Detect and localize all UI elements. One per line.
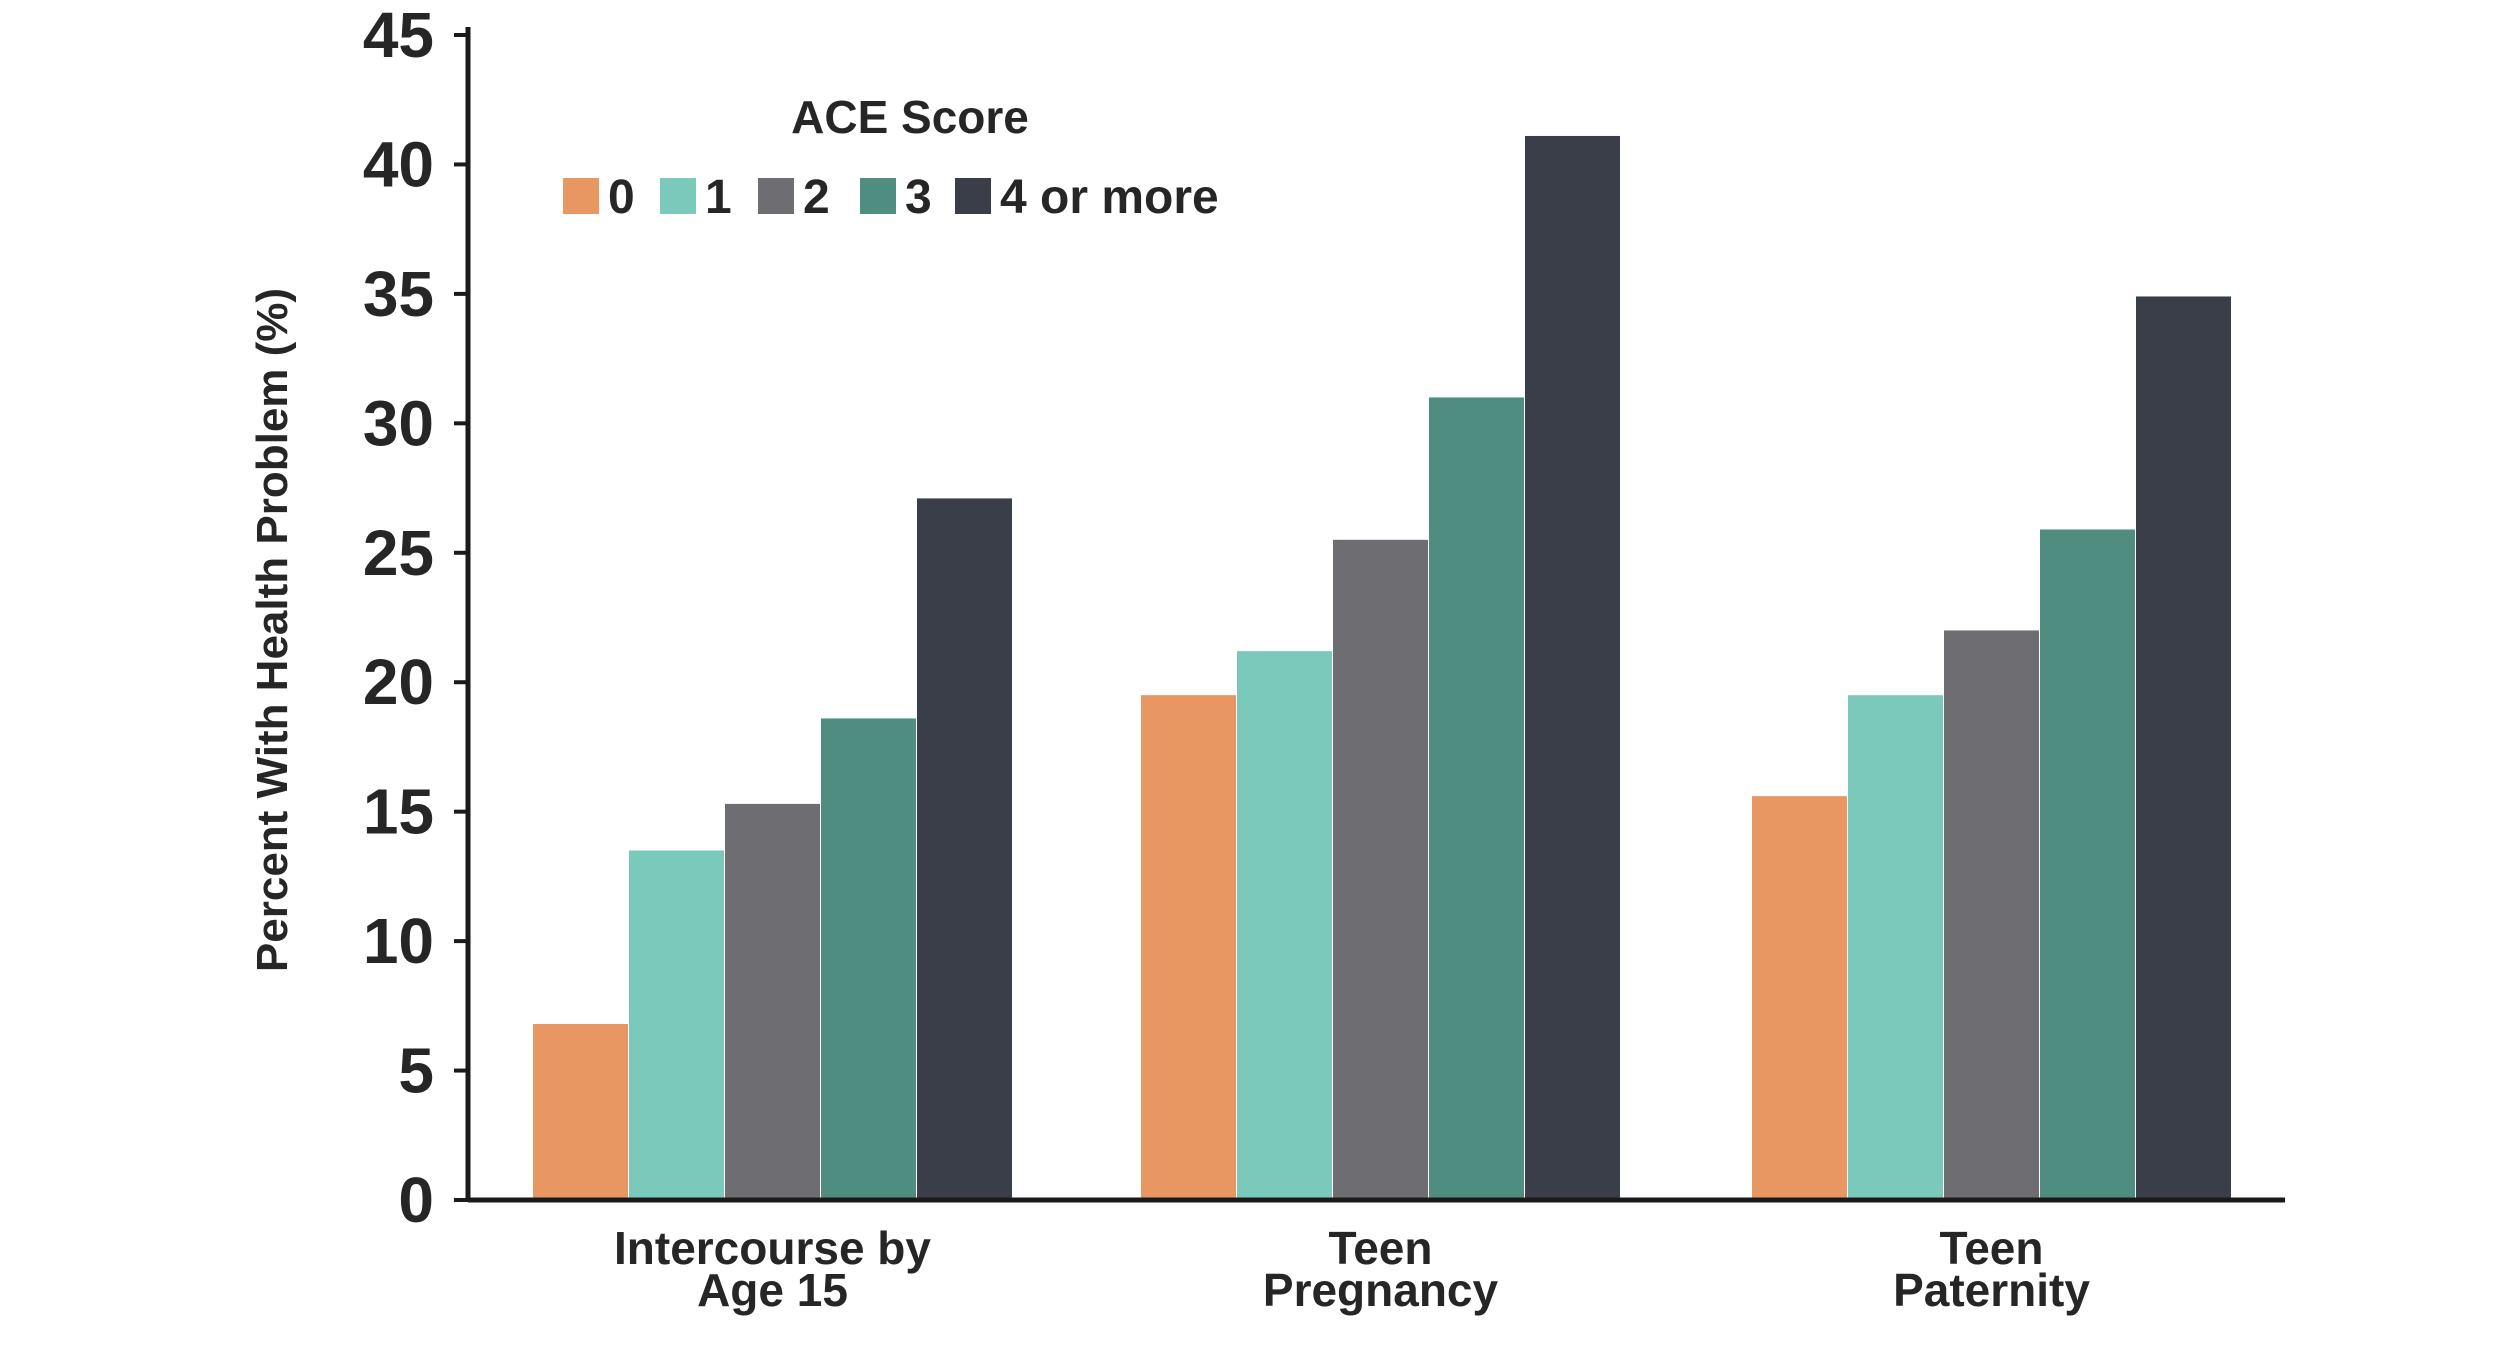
bar-group xyxy=(1752,296,2231,1200)
y-axis: 0 5 10 15 20 25 30 35 40 45 xyxy=(363,0,471,1236)
bar xyxy=(1429,397,1524,1200)
x-category-label: Teen xyxy=(1329,1222,1433,1274)
bar xyxy=(2136,296,2231,1200)
x-category-label: Teen xyxy=(1940,1222,2044,1274)
legend-label: 0 xyxy=(608,171,635,224)
y-tick-label: 10 xyxy=(363,905,434,977)
legend-title: ACE Score xyxy=(791,91,1029,143)
y-tick-label: 25 xyxy=(363,517,434,589)
x-category-label: Intercourse by xyxy=(614,1222,931,1274)
bar xyxy=(1944,630,2039,1200)
legend-label: 3 xyxy=(905,171,932,224)
y-axis-title: Percent With Health Problem (%) xyxy=(248,288,297,972)
bar xyxy=(533,1023,628,1200)
bars-group xyxy=(533,135,2231,1200)
legend: ACE Score 0 1 2 3 4 or more xyxy=(563,91,1219,224)
y-tick-label: 40 xyxy=(363,128,434,200)
legend-item: 0 xyxy=(563,171,635,224)
x-category-label: Paternity xyxy=(1893,1264,2090,1316)
bar xyxy=(725,803,820,1200)
y-tick-label: 15 xyxy=(363,776,434,848)
bar xyxy=(1333,539,1428,1200)
x-category-label: Pregnancy xyxy=(1263,1264,1499,1316)
y-tick-label: 45 xyxy=(363,0,434,71)
bar xyxy=(1525,135,1620,1200)
bar xyxy=(1752,796,1847,1200)
y-tick-label: 30 xyxy=(363,387,434,459)
bar-group xyxy=(1141,135,1620,1200)
bar-group xyxy=(533,498,1012,1200)
x-category-label: Age 15 xyxy=(697,1264,848,1316)
y-tick-label: 35 xyxy=(363,258,434,330)
legend-item: 3 xyxy=(860,171,932,224)
legend-label: 4 or more xyxy=(1000,171,1219,224)
bar xyxy=(917,498,1012,1200)
legend-item: 1 xyxy=(660,171,732,224)
bar xyxy=(1237,651,1332,1200)
y-tick-label: 5 xyxy=(398,1035,434,1107)
bar xyxy=(629,850,724,1200)
y-tick-label: 20 xyxy=(363,646,434,718)
legend-swatch xyxy=(563,178,599,214)
legend-label: 1 xyxy=(705,171,732,224)
legend-label: 2 xyxy=(803,171,830,224)
legend-item: 2 xyxy=(758,171,830,224)
legend-swatch xyxy=(758,178,794,214)
y-tick-label: 0 xyxy=(398,1164,434,1236)
bar xyxy=(2040,529,2135,1200)
bar xyxy=(1141,695,1236,1200)
legend-swatch xyxy=(860,178,896,214)
bar xyxy=(821,718,916,1200)
legend-swatch xyxy=(660,178,696,214)
legend-swatch xyxy=(955,178,991,214)
legend-item: 4 or more xyxy=(955,171,1219,224)
bar xyxy=(1848,695,1943,1200)
